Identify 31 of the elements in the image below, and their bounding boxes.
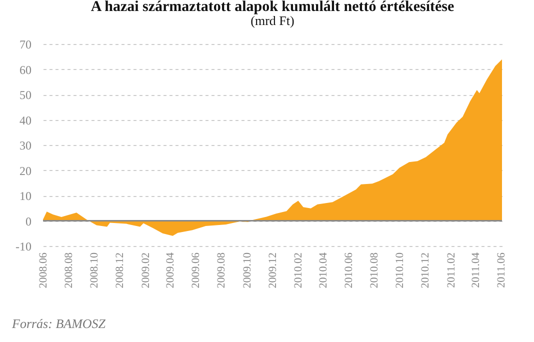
text: Forrás: BAMOSZ <box>12 316 106 332</box>
x-tick-label: 2008.08 <box>63 252 76 288</box>
x-tick-label: 2009.02 <box>140 252 152 288</box>
y-tick-label: 40 <box>20 113 32 128</box>
x-tick-label: 2010.06 <box>342 252 355 288</box>
y-tick-label: -10 <box>16 240 32 254</box>
y-tick-label: 30 <box>20 138 32 152</box>
y-tick-label: 50 <box>20 88 32 102</box>
y-tick-label: 20 <box>20 164 32 178</box>
y-tick-label: 70 <box>20 38 32 52</box>
x-tick-label: 2008.12 <box>114 252 126 288</box>
x-tick-label: 2009.12 <box>266 252 279 288</box>
x-tick-label: 2009.10 <box>241 252 254 288</box>
x-tick-label: 2009.04 <box>164 252 177 288</box>
chart-subtitle: (mrd Ft) <box>250 13 294 28</box>
x-tick-label: 2011.06 <box>496 252 508 288</box>
y-tick-label: 10 <box>20 189 32 203</box>
x-tick-label: 2009.08 <box>216 252 228 288</box>
x-tick-label: 2008.06 <box>38 252 50 288</box>
x-tick-label: 2010.02 <box>292 252 305 288</box>
x-tick-label: 2009.06 <box>190 252 202 288</box>
x-tick-label: 2010.12 <box>420 252 432 288</box>
y-tick-label: 60 <box>20 62 32 77</box>
x-tick-label: 2010.08 <box>368 252 380 288</box>
chart-title: A hazai származtatott alapok kumulált nettó értékesítése <box>90 0 454 15</box>
y-tick-label: 0 <box>26 214 32 228</box>
x-tick-label: 2011.02 <box>445 252 458 288</box>
x-tick-label: 2010.04 <box>317 252 330 288</box>
x-tick-label: 2010.10 <box>394 252 406 288</box>
x-tick-label: 2008.10 <box>88 252 101 288</box>
x-tick-label: 2011.04 <box>470 252 482 288</box>
